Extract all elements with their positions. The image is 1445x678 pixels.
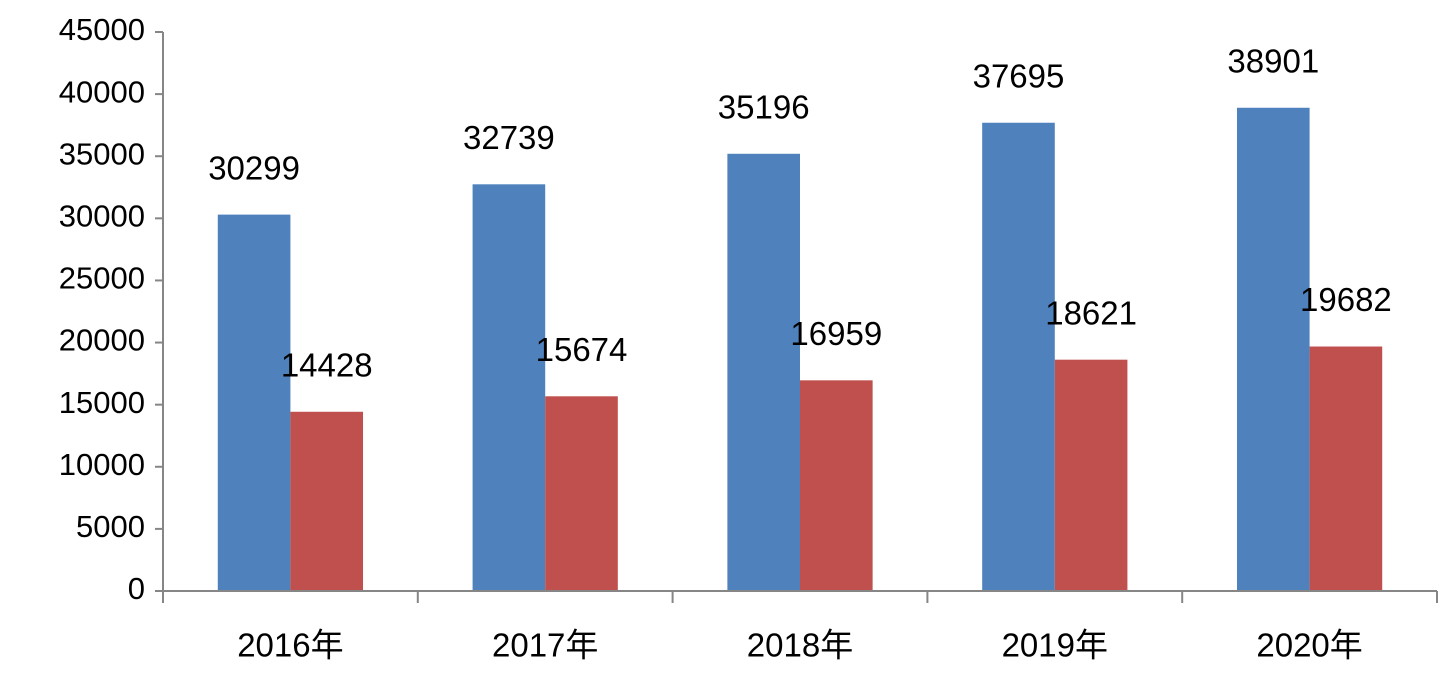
data-label: 18621 — [1045, 294, 1137, 331]
bar — [545, 396, 618, 591]
bar — [1054, 359, 1128, 591]
bar — [472, 184, 546, 591]
y-tick-label: 30000 — [59, 199, 145, 234]
y-tick-label: 10000 — [59, 447, 145, 482]
bar — [1309, 346, 1383, 591]
bar — [290, 411, 364, 591]
data-label: 14428 — [281, 346, 373, 383]
data-label: 15674 — [536, 331, 628, 368]
bar — [800, 380, 873, 591]
data-label: 37695 — [973, 57, 1065, 94]
y-tick-label: 20000 — [59, 323, 145, 358]
data-label: 19682 — [1300, 281, 1392, 318]
bar — [727, 153, 800, 591]
data-label: 32739 — [463, 119, 555, 156]
y-tick-label: 5000 — [76, 509, 145, 544]
y-tick-label: 25000 — [59, 261, 145, 296]
y-tick-label: 15000 — [59, 385, 145, 420]
y-tick-label: 35000 — [59, 136, 145, 171]
x-tick-label: 2018年 — [747, 627, 853, 664]
data-label: 16959 — [790, 315, 882, 352]
x-tick-label: 2019年 — [1002, 627, 1108, 664]
bar — [982, 122, 1055, 592]
data-label: 35196 — [718, 89, 810, 126]
x-tick-label: 2016年 — [237, 627, 343, 664]
y-tick-label: 45000 — [59, 12, 145, 47]
bar — [1236, 107, 1310, 592]
y-tick-label: 0 — [128, 571, 145, 606]
data-label: 38901 — [1227, 42, 1319, 79]
x-tick-label: 2017年 — [492, 627, 598, 664]
data-label: 30299 — [208, 149, 300, 186]
bar — [217, 214, 291, 592]
x-tick-label: 2020年 — [1256, 627, 1362, 664]
y-tick-label: 40000 — [59, 74, 145, 109]
